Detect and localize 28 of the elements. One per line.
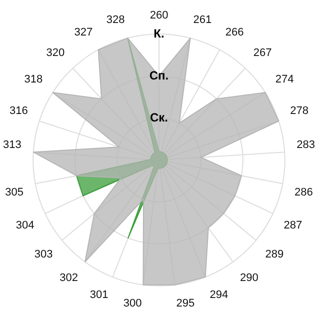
spoke-label: 286 [294, 186, 313, 198]
y-tick-label: Сп. [149, 68, 169, 82]
spoke-label: 304 [16, 219, 34, 232]
spoke-label: 328 [106, 14, 125, 26]
spoke-label: 294 [210, 288, 228, 301]
spoke-label: 316 [9, 104, 28, 117]
spoke-label: 289 [265, 248, 284, 261]
spoke-label: 313 [3, 138, 22, 151]
spoke-label: 287 [284, 219, 302, 232]
spoke-label: 300 [123, 297, 142, 310]
spoke-label: 278 [290, 104, 309, 117]
spoke-label: 290 [240, 272, 258, 284]
spoke-label: 283 [296, 138, 315, 151]
spoke-label: 295 [176, 297, 195, 310]
spoke-label: 305 [5, 186, 24, 198]
spoke-label: 260 [150, 10, 168, 22]
spoke-label: 320 [46, 46, 65, 59]
spoke-label: 303 [34, 248, 53, 261]
spoke-label: 327 [74, 26, 93, 39]
spoke-label: 267 [253, 46, 272, 59]
spoke-label: 266 [225, 26, 244, 39]
spoke-label: 301 [90, 288, 108, 301]
spoke-label: 318 [24, 74, 43, 86]
y-tick-label: Ск. [150, 110, 168, 124]
y-tick-label: К. [154, 26, 164, 40]
spoke-label: 302 [60, 272, 78, 284]
spoke-label: 261 [193, 14, 212, 26]
spoke-label: 274 [275, 74, 294, 86]
